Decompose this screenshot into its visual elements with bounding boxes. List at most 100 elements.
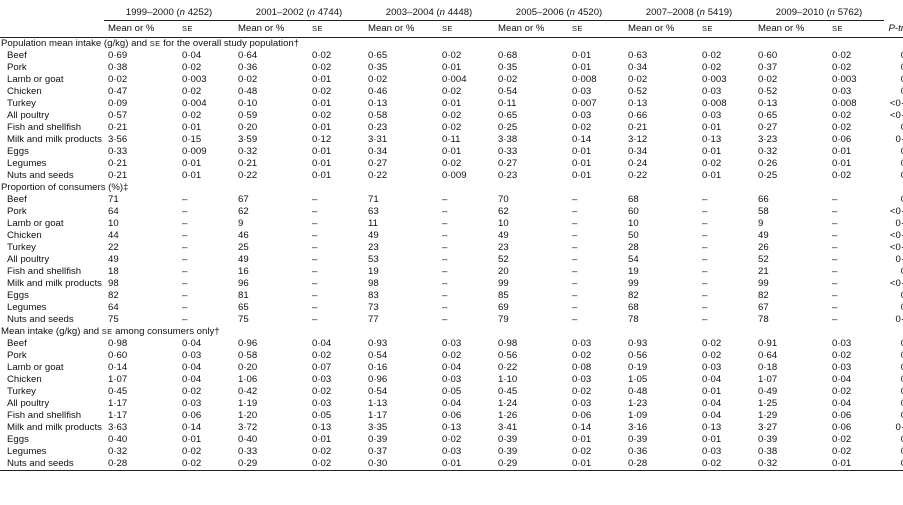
se-cell: 0·02 — [702, 458, 754, 471]
row-label: Pork — [0, 206, 104, 218]
column-header-row: Mean or % SE Mean or % SE Mean or % SE M… — [0, 21, 903, 38]
mean-cell: 75 — [234, 314, 312, 326]
se-cell: – — [572, 230, 624, 242]
table-row: Eggs 82 – 81 – 83 – 85 – 82 – 82 – 0·31 — [0, 290, 903, 302]
mean-cell: 0·26 — [754, 158, 832, 170]
mean-cell: 60 — [624, 206, 702, 218]
se-cell: 0·03 — [702, 446, 754, 458]
mean-cell: 1·25 — [754, 398, 832, 410]
se-cell: 0·03 — [572, 110, 624, 122]
mean-cell: 1·13 — [364, 398, 442, 410]
table-row: Pork 64 – 62 – 63 – 62 – 60 – 58 – <0·001 — [0, 206, 903, 218]
mean-cell: 11 — [364, 218, 442, 230]
se-cell: – — [572, 314, 624, 326]
se-cell: 0·01 — [442, 146, 494, 158]
mean-cell: 0·13 — [624, 98, 702, 110]
se-cell: 0·01 — [572, 458, 624, 471]
row-label: Legumes — [0, 446, 104, 458]
mean-cell: 3·23 — [754, 134, 832, 146]
mean-cell: 3·41 — [494, 422, 572, 434]
se-cell: 0·14 — [182, 422, 234, 434]
p-trend-cell: 0·08 — [884, 50, 903, 62]
se-header: SE — [442, 21, 494, 38]
se-cell: 0·03 — [572, 86, 624, 98]
year-header-cell: 2005–2006 (n 4520) — [494, 0, 624, 21]
se-cell: 0·13 — [702, 134, 754, 146]
se-cell: 0·01 — [572, 434, 624, 446]
se-cell: 0·06 — [832, 422, 884, 434]
table-row: Chicken 44 – 46 – 49 – 49 – 50 – 49 – <0·001 — [0, 230, 903, 242]
mean-cell: 0·02 — [624, 74, 702, 86]
row-label: Milk and milk products — [0, 278, 104, 290]
mean-cell: 25 — [234, 242, 312, 254]
n-label: n — [700, 7, 705, 18]
mean-cell: 0·49 — [754, 386, 832, 398]
se-cell: 0·02 — [182, 458, 234, 471]
table-row: Milk and milk products 3·63 0·14 3·72 0·13 3·… — [0, 422, 903, 434]
se-cell: – — [182, 266, 234, 278]
se-cell: 0·04 — [182, 362, 234, 374]
table-row: Legumes 0·32 0·02 0·33 0·02 0·37 0·03 0·39 0·02 0… — [0, 446, 903, 458]
row-label: All poultry — [0, 110, 104, 122]
se-cell: 0·03 — [442, 338, 494, 350]
table-row: Beef 0·69 0·04 0·64 0·02 0·65 0·02 0·68 0·01 0·63… — [0, 50, 903, 62]
mean-cell: 99 — [624, 278, 702, 290]
p-trend-cell: 0·03 — [884, 266, 903, 278]
p-trend-cell: 0·47 — [884, 62, 903, 74]
se-cell: 0·03 — [442, 446, 494, 458]
row-label: Eggs — [0, 146, 104, 158]
table-row: Turkey 0·45 0·02 0·42 0·02 0·54 0·05 0·45 0·02 0·… — [0, 386, 903, 398]
mean-header: Mean or % — [624, 21, 702, 38]
mean-cell: 0·39 — [364, 434, 442, 446]
se-cell: – — [442, 218, 494, 230]
se-cell: 0·04 — [442, 398, 494, 410]
mean-cell: 0·14 — [104, 362, 182, 374]
mean-cell: 81 — [234, 290, 312, 302]
mean-cell: 78 — [754, 314, 832, 326]
mean-cell: 0·02 — [104, 74, 182, 86]
mean-cell: 0·02 — [754, 74, 832, 86]
n-value: 4252 — [188, 7, 209, 18]
se-cell: 0·01 — [312, 122, 364, 134]
se-cell: 0·13 — [442, 422, 494, 434]
p-trend-header: P-trend — [884, 21, 903, 38]
mean-cell: 50 — [624, 230, 702, 242]
mean-cell: 53 — [364, 254, 442, 266]
se-cell: 0·01 — [832, 158, 884, 170]
mean-cell: 58 — [754, 206, 832, 218]
section-title-part: for the overall study population† — [160, 38, 299, 49]
mean-cell: 79 — [494, 314, 572, 326]
year-header-cell: 2009–2010 (n 5762) — [754, 0, 884, 21]
se-cell: 0·13 — [312, 422, 364, 434]
row-label: Lamb or goat — [0, 218, 104, 230]
table-row: Fish and shellfish 18 – 16 – 19 – 20 – 19 – 21 – 0·03 — [0, 266, 903, 278]
se-cell: 0·01 — [182, 158, 234, 170]
se-cell: 0·02 — [312, 350, 364, 362]
se-cell: – — [572, 302, 624, 314]
mean-cell: 0·27 — [754, 122, 832, 134]
se-cell: 0·03 — [572, 338, 624, 350]
row-label: Milk and milk products — [0, 134, 104, 146]
n-value: 4744 — [318, 7, 339, 18]
mean-cell: 0·54 — [494, 86, 572, 98]
se-cell: – — [832, 206, 884, 218]
mean-cell: 0·38 — [104, 62, 182, 74]
row-label: Pork — [0, 62, 104, 74]
mean-cell: 0·66 — [624, 110, 702, 122]
se-cell: 0·02 — [312, 86, 364, 98]
section-title-part: Population mean intake (g/kg) and — [1, 38, 150, 49]
table-row: Turkey 0·09 0·004 0·10 0·01 0·13 0·01 0·11 0·007… — [0, 98, 903, 110]
mean-cell: 99 — [754, 278, 832, 290]
se-cell: 0·01 — [702, 122, 754, 134]
mean-cell: 0·52 — [754, 86, 832, 98]
se-cell: – — [312, 278, 364, 290]
p-trend-cell: <0·001 — [884, 98, 903, 110]
se-cell: – — [182, 254, 234, 266]
mean-cell: 0·63 — [624, 50, 702, 62]
se-cell: – — [442, 302, 494, 314]
mean-cell: 49 — [234, 254, 312, 266]
se-cell: 0·03 — [832, 86, 884, 98]
mean-cell: 0·48 — [624, 386, 702, 398]
mean-cell: 0·13 — [364, 98, 442, 110]
mean-cell: 3·31 — [364, 134, 442, 146]
